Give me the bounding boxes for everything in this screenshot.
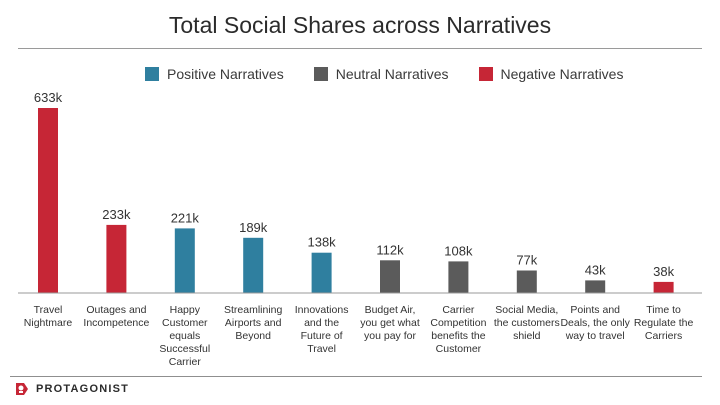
legend-swatch-neutral xyxy=(313,67,328,81)
legend-label-negative: Negative Narratives xyxy=(500,66,624,82)
legend-swatch-negative xyxy=(478,67,493,81)
category-label-7: Carrier Competition benefits the Customer xyxy=(430,304,486,355)
value-label-9: 43k xyxy=(585,262,606,277)
category-label-8: Social Media, the customers shield xyxy=(494,304,560,342)
legend-label-neutral: Neutral Narratives xyxy=(335,66,449,82)
legend-item-neutral: Neutral Narratives xyxy=(313,66,449,82)
category-label-10: Time to Regulate the Carriers xyxy=(634,304,694,342)
legend-label-positive: Positive Narratives xyxy=(167,66,284,82)
bar-3 xyxy=(174,228,195,293)
legend-item-positive: Positive Narratives xyxy=(145,66,284,82)
value-label-4: 189k xyxy=(239,220,268,235)
bar-6 xyxy=(380,260,400,293)
value-label-2: 233k xyxy=(102,207,131,222)
bar-9 xyxy=(585,280,606,293)
protagonist-logo-icon xyxy=(16,383,28,395)
legend-swatch-positive xyxy=(145,67,159,81)
bar-2 xyxy=(106,224,127,293)
brand: PROTAGONIST xyxy=(14,382,129,396)
category-label-6: Budget Air, you get what you pay for xyxy=(360,304,420,342)
value-label-6: 112k xyxy=(376,242,404,257)
chart-title: Total Social Shares across Narratives xyxy=(168,12,552,38)
category-label-5: Innovations and the Future of Travel xyxy=(295,304,349,355)
category-label-2: Outages and Incompetence xyxy=(83,304,149,329)
category-label-3: Happy Customer equals Successful Carrier xyxy=(159,304,210,368)
category-label-9: Points and Deals, the only way to travel xyxy=(560,304,630,342)
value-label-7: 108k xyxy=(444,243,473,258)
value-label-8: 77k xyxy=(516,253,537,268)
bar-4 xyxy=(243,237,264,293)
footer-divider xyxy=(10,376,702,377)
bar-5 xyxy=(311,252,332,293)
value-label-3: 221k xyxy=(171,210,200,225)
category-label-4: Streamlining Airports and Beyond xyxy=(224,304,283,342)
brand-name: PROTAGONIST xyxy=(36,383,130,395)
value-label-10: 38k xyxy=(653,264,674,279)
bar-10 xyxy=(653,281,674,293)
legend-item-negative: Negative Narratives xyxy=(478,66,624,82)
legend: Positive Narratives Neutral Narratives N… xyxy=(145,66,623,82)
bar-8 xyxy=(516,270,537,293)
value-label-5: 138k xyxy=(307,235,336,250)
bar-1 xyxy=(38,108,58,293)
title-divider xyxy=(18,48,702,49)
bar-7 xyxy=(448,261,469,293)
category-label-1: Travel Nightmare xyxy=(24,304,73,329)
value-label-1: 633k xyxy=(34,90,63,105)
